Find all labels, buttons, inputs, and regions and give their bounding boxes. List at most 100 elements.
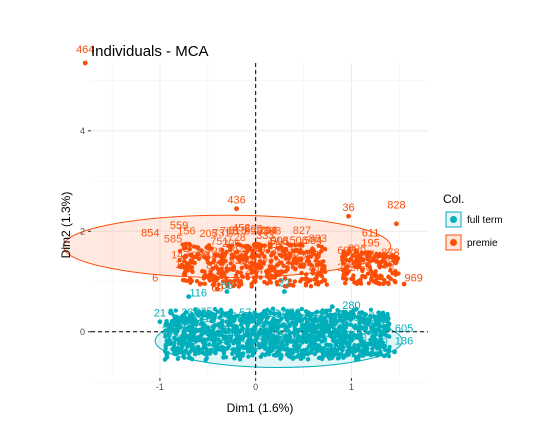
cloud-point-full-term — [206, 328, 211, 333]
cloud-point-premie — [392, 278, 397, 284]
cloud-point-full-term — [352, 314, 357, 320]
cloud-point-premie — [222, 251, 228, 257]
cloud-label: 773 — [169, 328, 187, 340]
cloud-point-full-term — [298, 356, 304, 362]
legend-item-premie: premie — [445, 234, 498, 251]
cloud-point-full-term — [207, 311, 212, 316]
cloud-point-full-term — [269, 339, 275, 345]
cloud-point-premie — [319, 273, 325, 279]
cloud-label: 185 — [232, 311, 250, 323]
cloud-point-premie — [250, 248, 255, 254]
cloud-point-premie — [314, 262, 320, 268]
cloud-point-full-term — [291, 343, 297, 349]
cloud-point-premie — [177, 248, 183, 254]
cloud-label: 319 — [161, 325, 179, 337]
cloud-point-premie — [183, 241, 188, 247]
cloud-point-full-term — [275, 339, 281, 344]
cloud-point-premie — [248, 264, 254, 269]
cloud-point-full-term — [164, 352, 169, 357]
cloud-point-full-term — [251, 340, 256, 346]
cloud-point-premie — [245, 248, 250, 254]
cloud-point-full-term — [297, 316, 302, 321]
cloud-point-full-term — [180, 332, 186, 337]
cloud-point-premie — [287, 243, 293, 248]
cloud-point-premie — [353, 264, 358, 269]
cloud-point-full-term — [346, 346, 352, 352]
cloud-point-full-term — [192, 337, 198, 343]
cloud-point-full-term — [195, 346, 200, 352]
cloud-point-full-term — [293, 312, 298, 317]
cloud-point-premie — [189, 264, 195, 270]
cloud-label: 791 — [261, 321, 279, 333]
cloud-point-premie — [296, 242, 302, 248]
cloud-point-premie — [182, 272, 188, 277]
cloud-label: 228 — [322, 312, 340, 324]
cloud-label: 585 — [164, 234, 182, 246]
cloud-point-premie — [279, 260, 284, 265]
cloud-point-premie — [219, 273, 224, 278]
cloud-point-full-term — [319, 339, 325, 344]
cloud-point-full-term — [213, 313, 218, 318]
cloud-point-full-term — [272, 325, 278, 330]
cloud-label: 689 — [277, 332, 295, 344]
data-point-premie — [82, 60, 88, 66]
cloud-point-full-term — [293, 319, 298, 325]
cloud-point-premie — [323, 269, 328, 275]
cloud-point-full-term — [336, 355, 342, 361]
cloud-label: 131 — [174, 319, 192, 331]
cloud-point-full-term — [185, 333, 191, 339]
cloud-point-full-term — [212, 306, 218, 312]
cloud-point-full-term — [257, 319, 263, 325]
cloud-point-full-term — [325, 350, 330, 356]
cloud-point-premie — [262, 254, 267, 259]
cloud-point-full-term — [359, 316, 364, 321]
data-point-premie — [346, 213, 351, 219]
cloud-point-full-term — [261, 323, 266, 329]
cloud-label: 665 — [304, 319, 322, 331]
cloud-point-full-term — [221, 327, 227, 333]
data-point-full-term — [392, 349, 397, 355]
cloud-point-premie — [231, 254, 237, 260]
cloud-point-full-term — [203, 357, 208, 363]
cloud-point-full-term — [274, 318, 279, 323]
cloud-point-premie — [178, 264, 183, 270]
cloud-label: 640 — [234, 248, 252, 260]
cloud-point-full-term — [317, 343, 322, 349]
cloud-label: 597 — [300, 249, 318, 261]
cloud-point-premie — [177, 257, 182, 263]
cloud-point-premie — [281, 263, 286, 269]
cloud-point-full-term — [285, 316, 291, 321]
cloud-label: 641 — [368, 319, 386, 331]
cloud-point-full-term — [340, 328, 346, 333]
cloud-point-full-term — [212, 339, 217, 344]
cloud-point-full-term — [261, 336, 266, 341]
cloud-point-full-term — [352, 342, 357, 348]
cloud-point-full-term — [180, 318, 186, 324]
cloud-point-premie — [224, 281, 230, 286]
legend-label-full-term: full term — [467, 215, 503, 226]
cloud-point-full-term — [327, 312, 332, 318]
cloud-point-premie — [360, 268, 365, 274]
cloud-point-full-term — [377, 325, 382, 330]
cloud-point-full-term — [368, 342, 373, 347]
cloud-point-full-term — [186, 351, 191, 356]
cloud-point-full-term — [256, 332, 262, 337]
cloud-point-full-term — [247, 346, 252, 351]
cloud-point-full-term — [224, 319, 230, 325]
cloud-label: 271 — [311, 338, 329, 350]
cloud-point-premie — [189, 259, 194, 265]
cloud-point-full-term — [357, 353, 362, 358]
cloud-point-premie — [340, 257, 345, 263]
point-label: 6 — [152, 273, 158, 285]
y-tick-label: 4 — [80, 126, 85, 136]
cloud-point-full-term — [334, 338, 340, 344]
cloud-point-full-term — [341, 323, 346, 329]
cloud-point-full-term — [210, 328, 216, 334]
cloud-label: 458 — [353, 262, 371, 274]
point-label: 7 — [382, 320, 388, 332]
cloud-label: 84 — [251, 257, 263, 269]
cloud-point-full-term — [231, 327, 236, 332]
cloud-point-premie — [194, 244, 200, 250]
cloud-point-premie — [364, 253, 370, 259]
